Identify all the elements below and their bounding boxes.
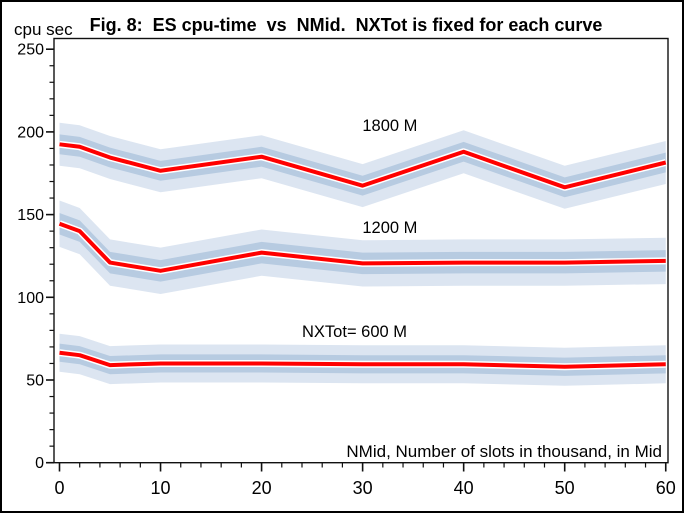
confidence-band-outer <box>59 122 666 209</box>
x-tick-label: 20 <box>252 478 272 498</box>
x-tick-label: 40 <box>454 478 474 498</box>
y-tick-label: 0 <box>35 455 44 472</box>
y-tick-label: 200 <box>17 124 44 141</box>
x-tick-label: 10 <box>151 478 171 498</box>
y-tick-label: 250 <box>17 42 44 59</box>
y-axis-label: cpu sec <box>14 20 73 39</box>
plot-content: 0 10 20 30 40 50 60 0 50 100 150 200 250 1800 M 1200 M… <box>17 37 676 498</box>
y-tick-label: 100 <box>17 290 44 307</box>
x-tick-label: 60 <box>656 478 676 498</box>
confidence-band-outer <box>59 200 666 294</box>
series-label: 1200 M <box>362 219 417 237</box>
y-tick-label: 50 <box>26 373 44 390</box>
chart-title: Fig. 8: ES cpu-time vs NMid. NXTot is fi… <box>90 15 603 35</box>
x-tick-label: 30 <box>353 478 373 498</box>
y-tick-label: 150 <box>17 207 44 224</box>
curve-line <box>58 221 666 273</box>
curve-line <box>59 142 667 190</box>
series-label: 1800 M <box>362 117 417 135</box>
x-tick-label: 50 <box>555 478 575 498</box>
x-tick-label: 0 <box>54 478 64 498</box>
x-axis-label: NMid, Number of slots in thousand, in Mi… <box>346 442 662 461</box>
series-label: NXTot= 600 M <box>302 323 407 341</box>
curve-line <box>59 350 666 369</box>
plot-frame <box>53 37 669 464</box>
